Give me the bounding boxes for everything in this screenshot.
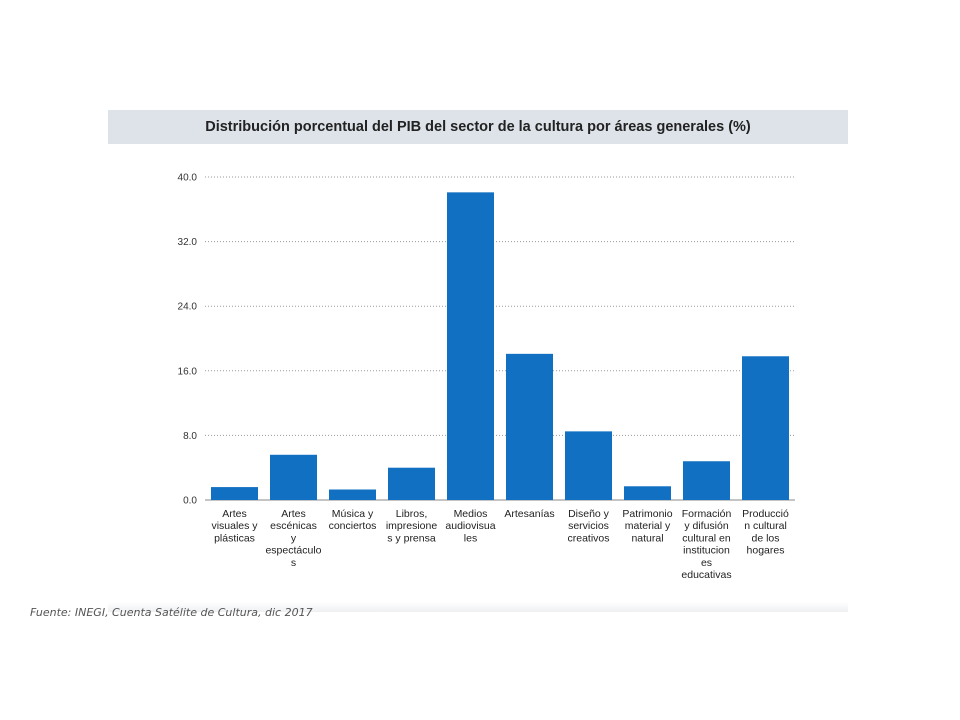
x-category-label: Diseño y servicios creativos bbox=[567, 508, 609, 544]
x-category-label: Medios audiovisua les bbox=[445, 508, 495, 544]
y-tick-label: 40.0 bbox=[178, 173, 198, 184]
x-category-label: Patrimonio material y natural bbox=[622, 508, 672, 544]
bar bbox=[388, 467, 435, 500]
x-category-label: Artes visuales y plásticas bbox=[211, 508, 258, 544]
y-tick-label: 16.0 bbox=[178, 366, 198, 377]
title-band bbox=[108, 110, 848, 144]
bar bbox=[683, 461, 730, 500]
x-category-label: Artes escénicas y espectáculo s bbox=[265, 508, 321, 569]
bar bbox=[506, 353, 553, 500]
bar bbox=[447, 192, 494, 500]
bar-chart: 0.0 8.0 16.0 24.0 32.0 40.0 Artes visuales y plá… bbox=[178, 173, 795, 581]
y-tick-label: 24.0 bbox=[178, 302, 198, 313]
panel-bottom-edge bbox=[108, 602, 848, 612]
x-category-label: Artesanías bbox=[504, 508, 554, 520]
bar bbox=[211, 487, 258, 500]
chart-panel: Distribución porcentual del PIB del sect… bbox=[108, 110, 848, 612]
bar bbox=[624, 486, 671, 500]
chart-title: Distribución porcentual del PIB del sect… bbox=[205, 119, 751, 135]
x-category-label: Producció n cultural de los hogares bbox=[742, 508, 789, 557]
x-category-label: Libros, impresione s y prensa bbox=[386, 508, 438, 544]
bar bbox=[329, 489, 376, 500]
x-category-label: Formación y difusión cultural en institucio… bbox=[681, 508, 731, 581]
bar bbox=[565, 431, 612, 500]
x-category-label: Música y conciertos bbox=[329, 508, 377, 532]
source-note: Fuente: INEGI, Cuenta Satélite de Cultur… bbox=[30, 606, 313, 619]
y-tick-label: 0.0 bbox=[183, 496, 197, 507]
bar bbox=[742, 356, 789, 500]
y-tick-label: 32.0 bbox=[178, 237, 198, 248]
bar bbox=[270, 454, 317, 500]
y-tick-label: 8.0 bbox=[183, 431, 197, 442]
